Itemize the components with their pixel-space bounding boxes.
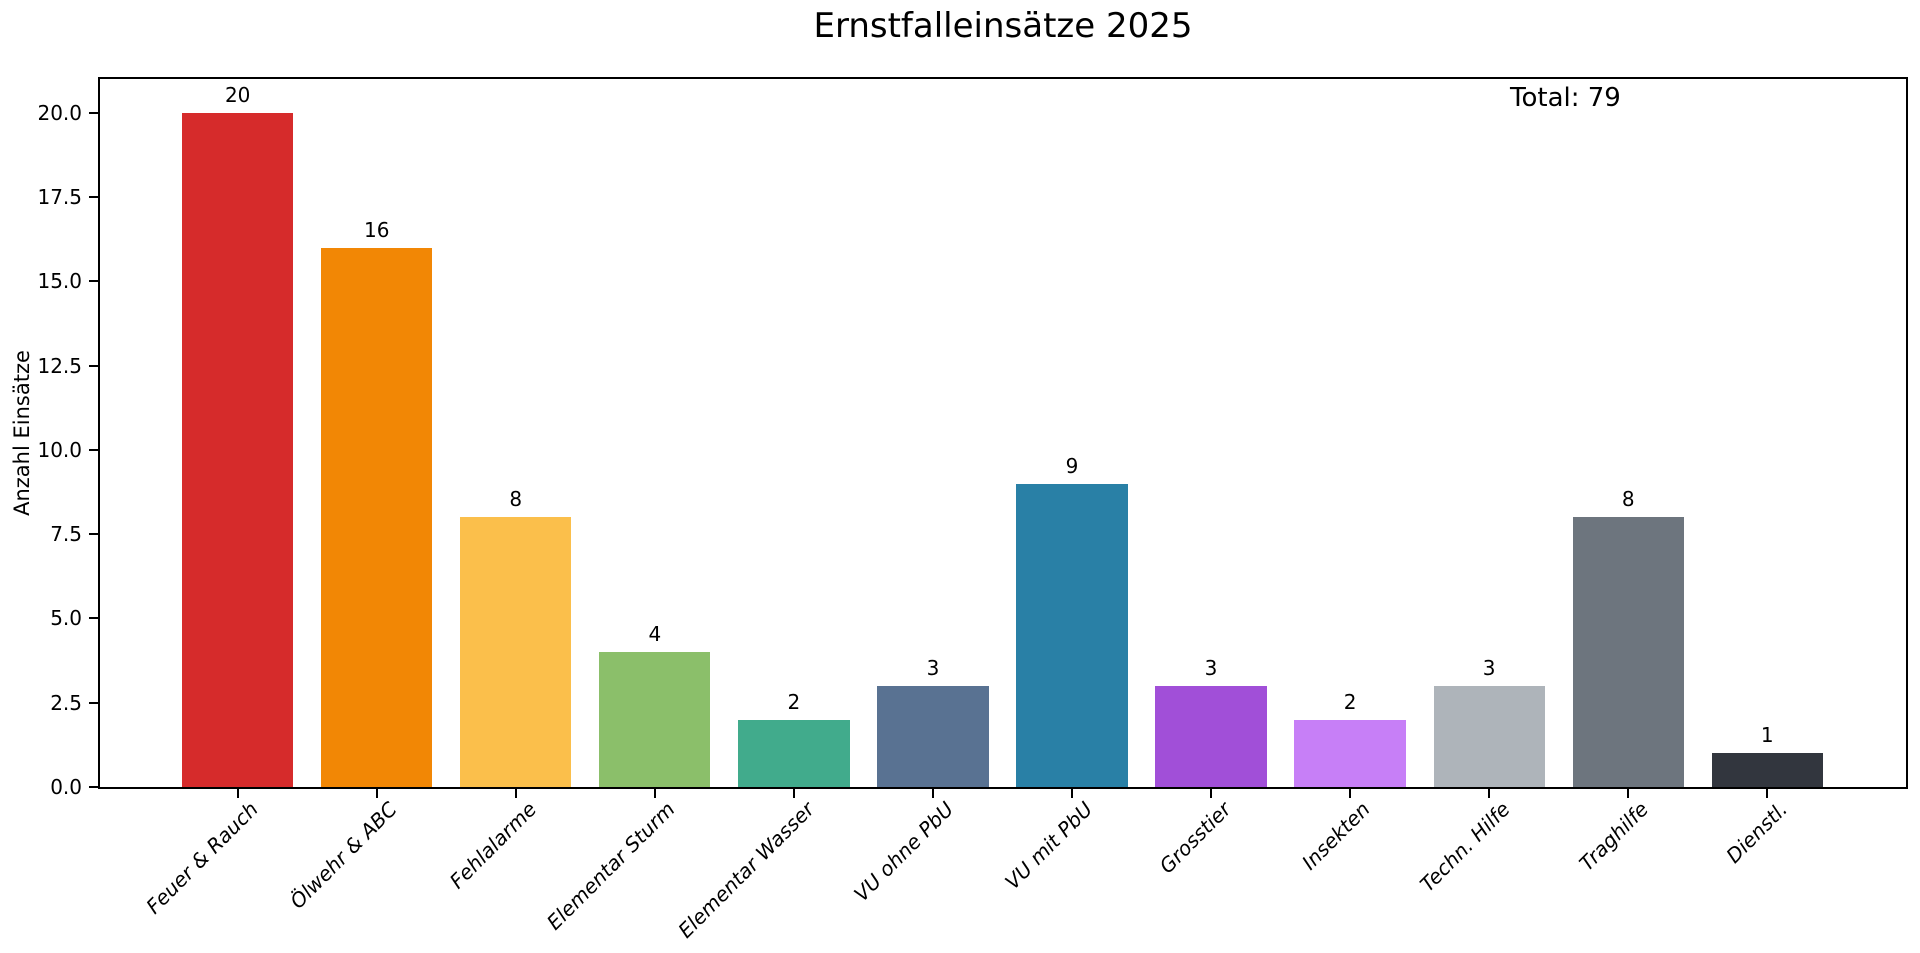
y-tick-mark [89, 280, 98, 283]
y-tick-label: 7.5 [50, 522, 82, 547]
bar-5 [738, 719, 850, 787]
y-tick-label: 2.5 [50, 690, 82, 715]
x-tick-mark [792, 789, 795, 798]
x-tick-label: Grosstier [1154, 797, 1237, 879]
y-tick-label: 5.0 [50, 606, 82, 631]
y-tick-label: 20.0 [37, 100, 82, 125]
y-axis-label: Anzahl Einsätze [10, 350, 34, 516]
bar-value-label: 8 [1621, 487, 1635, 512]
bar-12 [1711, 753, 1823, 787]
x-tick-label: Ölwehr & ABC [285, 797, 402, 914]
bar-value-label: 1 [1760, 723, 1774, 748]
x-tick-label: Feuer & Rauch [141, 797, 263, 919]
x-tick-label: Elementar Wasser [673, 797, 819, 943]
x-tick-label: Insekten [1297, 797, 1376, 875]
bar-10 [1433, 685, 1545, 787]
x-tick-mark [1488, 789, 1491, 798]
chart-title: Ernstfalleinsätze 2025 [813, 6, 1193, 46]
bar-4 [599, 652, 711, 787]
bar-2 [321, 247, 433, 787]
y-tick-mark [89, 533, 98, 536]
bar-value-label: 4 [648, 622, 662, 647]
x-tick-label: VU mit PbU [999, 797, 1097, 895]
x-tick-label: Elementar Sturm [542, 797, 680, 935]
bar-9 [1294, 719, 1406, 787]
bar-11 [1572, 517, 1684, 787]
bar-6 [877, 685, 989, 787]
x-tick-label: Dienstl. [1721, 797, 1793, 868]
y-tick-mark [89, 617, 98, 620]
x-tick-mark [1627, 789, 1630, 798]
y-tick-label: 15.0 [37, 269, 82, 294]
x-tick-mark [236, 789, 239, 798]
bar-value-label: 3 [926, 655, 940, 680]
x-tick-mark [931, 789, 934, 798]
plot-area: Anzahl Einsätze Total: 79 20 16 8 4 2 3 9 3 2 3 8 1… [10, 77, 1908, 943]
x-tick-mark [653, 789, 656, 798]
x-tick-label: Techn. Hilfe [1414, 797, 1515, 897]
y-tick-label: 17.5 [37, 185, 82, 209]
y-tick-mark [89, 786, 98, 788]
y-tick-mark [89, 701, 98, 704]
x-tick-label: Traghilfe [1574, 797, 1654, 876]
x-tick-mark [1349, 789, 1352, 798]
bar-value-label: 20 [224, 82, 251, 107]
bar-1 [182, 112, 294, 787]
x-tick-mark [514, 789, 517, 798]
y-tick-mark [89, 196, 98, 198]
bar-3 [460, 517, 572, 787]
y-tick-label: 10.0 [37, 437, 82, 462]
x-tick-label: VU ohne PbU [848, 797, 958, 907]
x-tick-mark [1766, 789, 1769, 798]
bar-value-label: 16 [364, 217, 390, 242]
bar-value-label: 9 [1065, 453, 1079, 478]
x-tick-mark [1210, 789, 1213, 798]
y-tick-mark [89, 111, 98, 114]
bar-8 [1155, 685, 1267, 787]
total-annotation: Total: 79 [1510, 83, 1621, 113]
y-tick-label: 12.5 [37, 353, 82, 378]
bar-value-label: 8 [509, 487, 523, 512]
bar-value-label: 3 [1482, 655, 1496, 680]
bar-value-label: 2 [787, 689, 801, 714]
y-tick-label: 0.0 [50, 775, 82, 799]
y-tick-mark [89, 448, 98, 451]
x-tick-mark [375, 789, 378, 798]
x-tick-label: Fehlalarme [444, 797, 541, 894]
bar-7 [1016, 483, 1128, 787]
bar-value-label: 3 [1204, 655, 1218, 680]
bar-value-label: 2 [1343, 689, 1357, 714]
x-tick-mark [1071, 789, 1073, 798]
y-tick-mark [89, 364, 98, 367]
